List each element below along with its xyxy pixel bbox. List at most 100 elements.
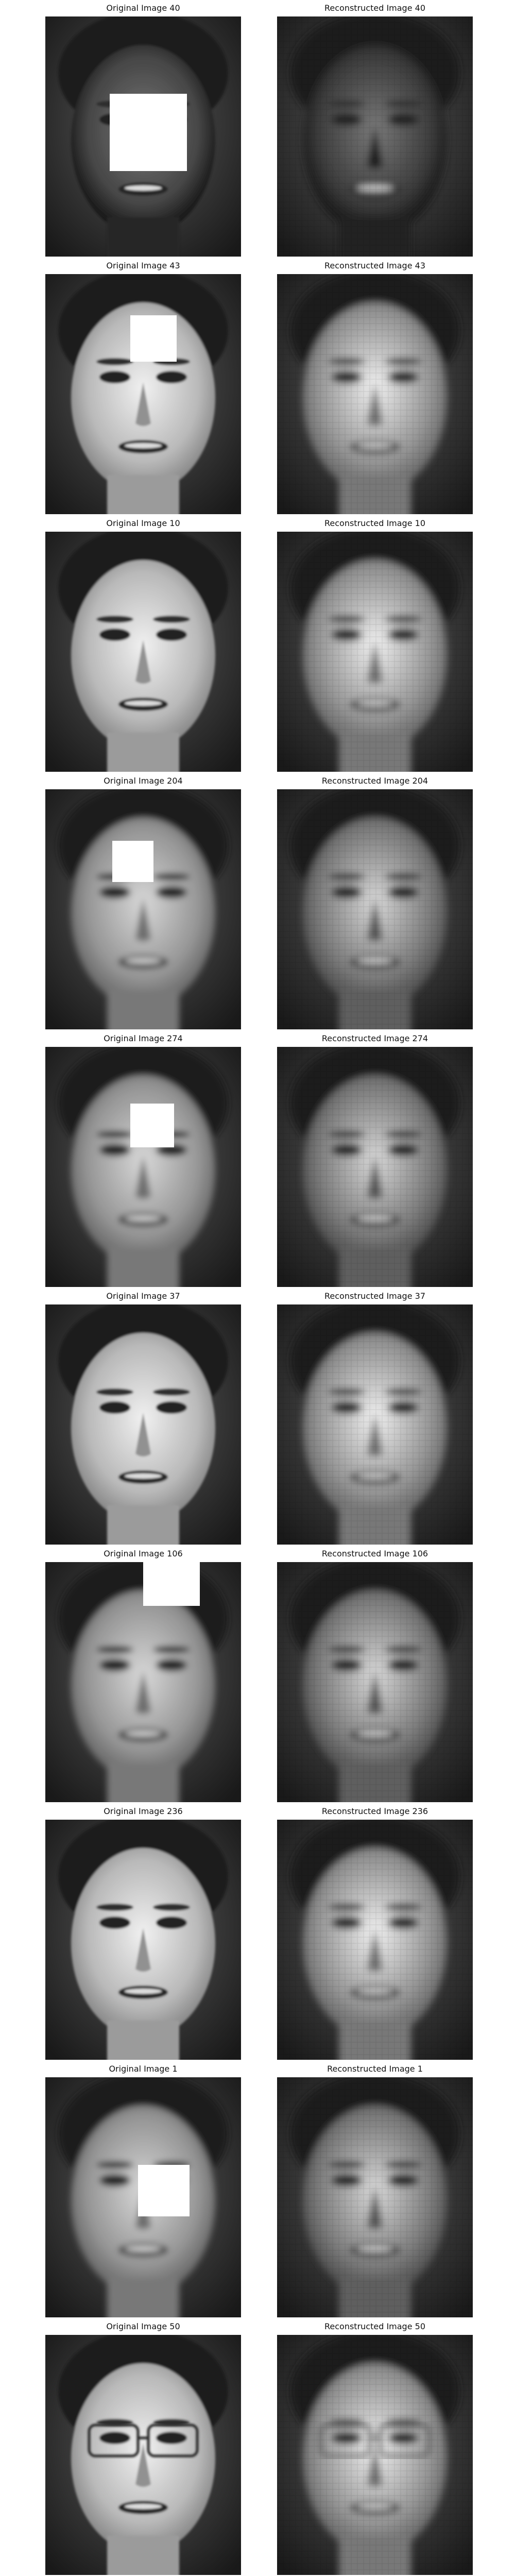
teeth [125, 1731, 162, 1736]
reconstructed-face-image [277, 1304, 473, 1545]
glasses [88, 2424, 199, 2458]
teeth [125, 2246, 162, 2251]
original-panel: Original Image 50 [45, 2320, 241, 2575]
original-image [45, 2335, 241, 2575]
teeth [125, 2504, 162, 2509]
original-image [45, 532, 241, 772]
reconstructed-panel: Reconstructed Image 274 [277, 1032, 473, 1287]
pixel-grid-overlay [277, 16, 473, 257]
reconstructed-image-title: Reconstructed Image 43 [324, 261, 425, 270]
left-brow [96, 616, 133, 623]
reconstructed-image [277, 1304, 473, 1545]
original-panel: Original Image 10 [45, 517, 241, 772]
reconstructed-face-image [277, 1562, 473, 1802]
reconstructed-image-title: Reconstructed Image 40 [324, 3, 425, 13]
original-image [45, 1820, 241, 2060]
original-face-image [45, 789, 241, 1029]
right-brow [153, 873, 190, 880]
nose [135, 897, 151, 941]
left-brow [96, 2161, 133, 2168]
reconstructed-panel: Reconstructed Image 10 [277, 517, 473, 772]
nose [135, 2443, 151, 2487]
original-face-image [45, 1820, 241, 2060]
pixel-grid-overlay [277, 1304, 473, 1545]
original-image-title: Original Image 1 [109, 2064, 178, 2074]
pixel-grid-overlay [277, 2335, 473, 2575]
reconstructed-panel: Reconstructed Image 43 [277, 260, 473, 514]
reconstructed-image-title: Reconstructed Image 37 [324, 1291, 425, 1301]
right-eye [156, 629, 187, 641]
teeth [125, 185, 162, 191]
reconstructed-image [277, 2077, 473, 2317]
original-face-image [45, 2077, 241, 2317]
original-image-title: Original Image 106 [104, 1549, 183, 1558]
right-eye [156, 371, 187, 383]
original-image-title: Original Image 43 [106, 261, 180, 270]
reconstructed-image-title: Reconstructed Image 204 [321, 776, 428, 786]
reconstructed-face-image [277, 16, 473, 257]
original-face-image [45, 532, 241, 772]
original-image-title: Original Image 236 [104, 1806, 183, 1816]
nose [135, 1670, 151, 1714]
left-eye [99, 1401, 130, 1414]
pixel-grid-overlay [277, 1820, 473, 2060]
teeth [125, 1989, 162, 1994]
left-brow [96, 1388, 133, 1396]
original-panel: Original Image 236 [45, 1805, 241, 2060]
left-brow [96, 1131, 133, 1138]
teeth [125, 1473, 162, 1479]
reconstructed-image [277, 1562, 473, 1802]
teeth [125, 701, 162, 706]
reconstructed-panel: Reconstructed Image 50 [277, 2320, 473, 2575]
reconstructed-panel: Reconstructed Image 106 [277, 1548, 473, 1802]
left-brow [96, 1646, 133, 1653]
original-image-title: Original Image 50 [106, 2321, 180, 2331]
reconstructed-panel: Reconstructed Image 1 [277, 2063, 473, 2317]
reconstructed-image-title: Reconstructed Image 274 [321, 1033, 428, 1043]
original-panel: Original Image 1 [45, 2063, 241, 2317]
original-image [45, 1304, 241, 1545]
original-panel: Original Image 106 [45, 1548, 241, 1802]
original-image [45, 789, 241, 1029]
neck [107, 1505, 179, 1545]
right-brow [153, 1904, 190, 1911]
reconstructed-image [277, 532, 473, 772]
neck [107, 217, 179, 257]
reconstructed-face-image [277, 789, 473, 1029]
nose [135, 382, 151, 426]
occlusion-patch [130, 1104, 174, 1147]
right-brow [153, 1388, 190, 1396]
reconstructed-image [277, 2335, 473, 2575]
pixel-grid-overlay [277, 1562, 473, 1802]
original-face-image [45, 274, 241, 514]
left-brow [96, 1904, 133, 1911]
original-image [45, 274, 241, 514]
neck [107, 2021, 179, 2060]
right-eye [156, 2432, 187, 2444]
reconstructed-panel: Reconstructed Image 40 [277, 2, 473, 257]
reconstructed-image-title: Reconstructed Image 236 [321, 1806, 428, 1816]
neck [107, 1763, 179, 1802]
original-panel: Original Image 40 [45, 2, 241, 257]
original-image [45, 16, 241, 257]
reconstructed-face-image [277, 2077, 473, 2317]
occlusion-patch [130, 315, 177, 362]
reconstructed-image-title: Reconstructed Image 10 [324, 518, 425, 528]
reconstructed-face-image [277, 274, 473, 514]
pixel-grid-overlay [277, 274, 473, 514]
reconstructed-image-title: Reconstructed Image 106 [321, 1549, 428, 1558]
occlusion-patch [143, 1562, 200, 1606]
original-panel: Original Image 274 [45, 1032, 241, 1287]
original-image-title: Original Image 204 [104, 776, 183, 786]
right-eye [156, 1401, 187, 1414]
pixel-grid-overlay [277, 1047, 473, 1287]
right-eye [156, 1917, 187, 1929]
reconstructed-panel: Reconstructed Image 236 [277, 1805, 473, 2060]
neck [107, 2536, 179, 2575]
nose [135, 1928, 151, 1972]
reconstructed-image [277, 1820, 473, 2060]
pixel-grid-overlay [277, 789, 473, 1029]
original-panel: Original Image 43 [45, 260, 241, 514]
left-eye [99, 1659, 130, 1671]
